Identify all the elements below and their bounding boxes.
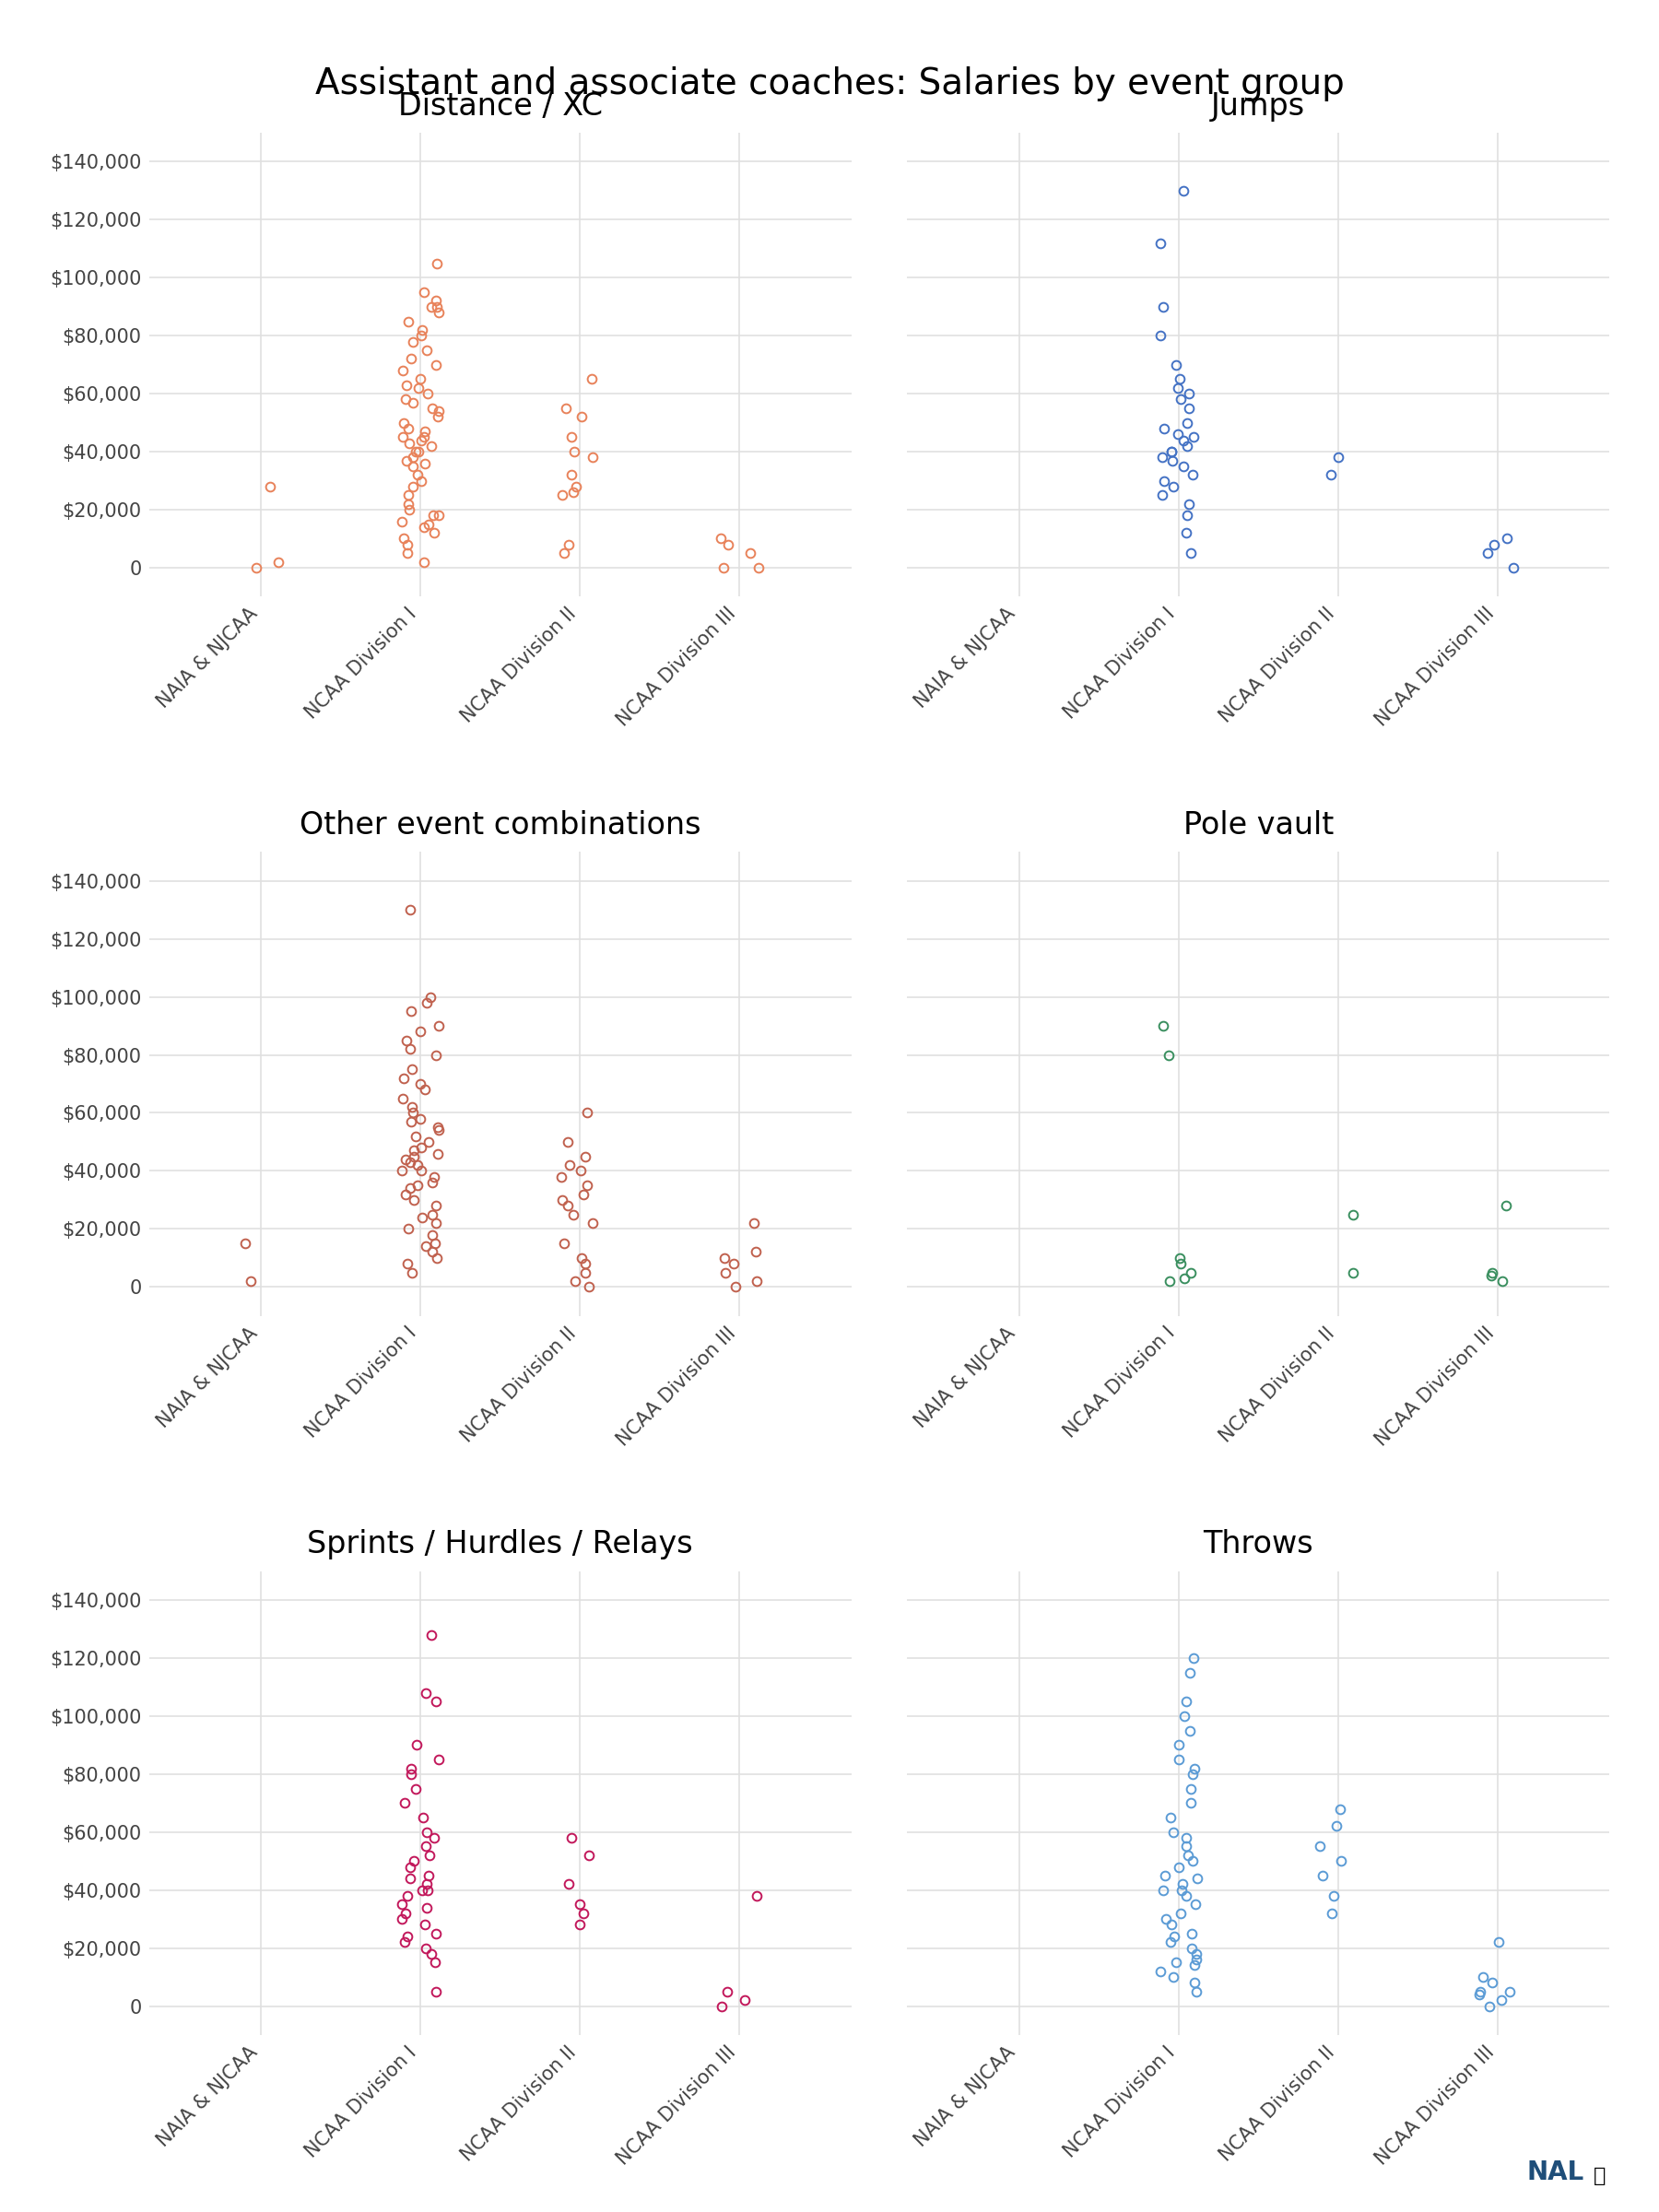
Text: Assistant and associate coaches: Salaries by event group: Assistant and associate coaches: Salarie… [315, 66, 1344, 102]
Text: NAL: NAL [1526, 2159, 1584, 2185]
Title: Sprints / Hurdles / Relays: Sprints / Hurdles / Relays [307, 1528, 693, 1559]
Title: Other event combinations: Other event combinations [300, 810, 702, 841]
Title: Throws: Throws [1203, 1528, 1314, 1559]
Title: Jumps: Jumps [1211, 91, 1306, 122]
Title: Pole vault: Pole vault [1183, 810, 1334, 841]
Text: 🏛: 🏛 [1594, 2168, 1606, 2185]
Title: Distance / XC: Distance / XC [398, 91, 602, 122]
